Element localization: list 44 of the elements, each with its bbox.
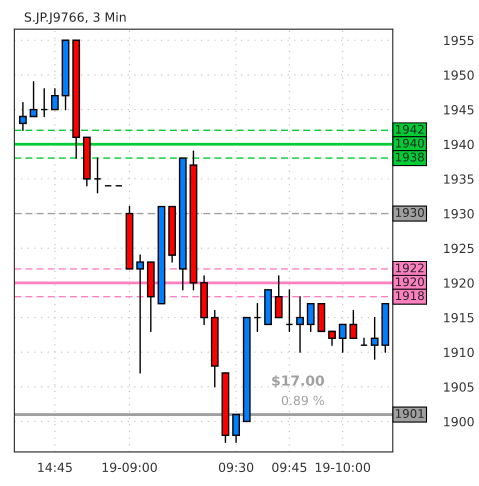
x-tick-label: 14:45 [38, 462, 72, 472]
candlestick [328, 330, 336, 346]
ref-line-label: 1920 [396, 277, 424, 286]
annotation: 0.89 % [282, 396, 324, 406]
candlestick [232, 414, 240, 443]
candlestick [370, 316, 379, 360]
y-tick-label: 1955 [444, 36, 474, 46]
ref-line-label: 1930 [396, 208, 424, 217]
ref-line-label: 1938 [396, 152, 424, 162]
y-tick-label: 1950 [444, 70, 474, 80]
y-tick-label: 1915 [444, 312, 474, 322]
y-tick-label: 1945 [444, 105, 474, 114]
ref-line-label: 1942 [396, 124, 424, 134]
chart-title: S.JP.J9766, 3 Min [24, 12, 126, 24]
y-tick-label: 1935 [444, 174, 474, 184]
ref-line-label: 1901 [396, 409, 424, 418]
candlestick [30, 81, 38, 118]
x-tick-label: 19-10:00 [316, 462, 370, 472]
candlestick [349, 310, 358, 339]
ref-line-label: 1922 [396, 263, 424, 272]
candlestick [136, 254, 144, 374]
candlestick [50, 88, 59, 110]
candlestick [19, 102, 27, 132]
candlestick [338, 324, 347, 353]
candlestick [254, 302, 262, 332]
y-tick-label: 1940 [444, 140, 474, 150]
candlestick [285, 289, 294, 332]
annotation: $17.00 [272, 375, 324, 388]
y-tick-label: 1905 [444, 382, 474, 392]
y-tick-label: 1925 [444, 244, 474, 254]
candlestick [274, 275, 283, 318]
candlestick [296, 296, 304, 353]
y-tick-label: 1930 [444, 209, 474, 218]
candlestick [306, 302, 315, 332]
y-tick-label: 1900 [444, 416, 474, 426]
ref-line-label: 1918 [396, 291, 424, 300]
x-tick-label: 09:30 [218, 462, 254, 472]
candlestick [94, 157, 102, 194]
x-tick-label: 19-09:00 [102, 462, 157, 472]
y-tick-label: 1920 [444, 278, 474, 288]
candlestick [40, 88, 48, 118]
ref-line-label: 1940 [396, 138, 424, 148]
y-tick-label: 1910 [444, 348, 474, 358]
x-tick-label: 09:45 [272, 462, 306, 472]
